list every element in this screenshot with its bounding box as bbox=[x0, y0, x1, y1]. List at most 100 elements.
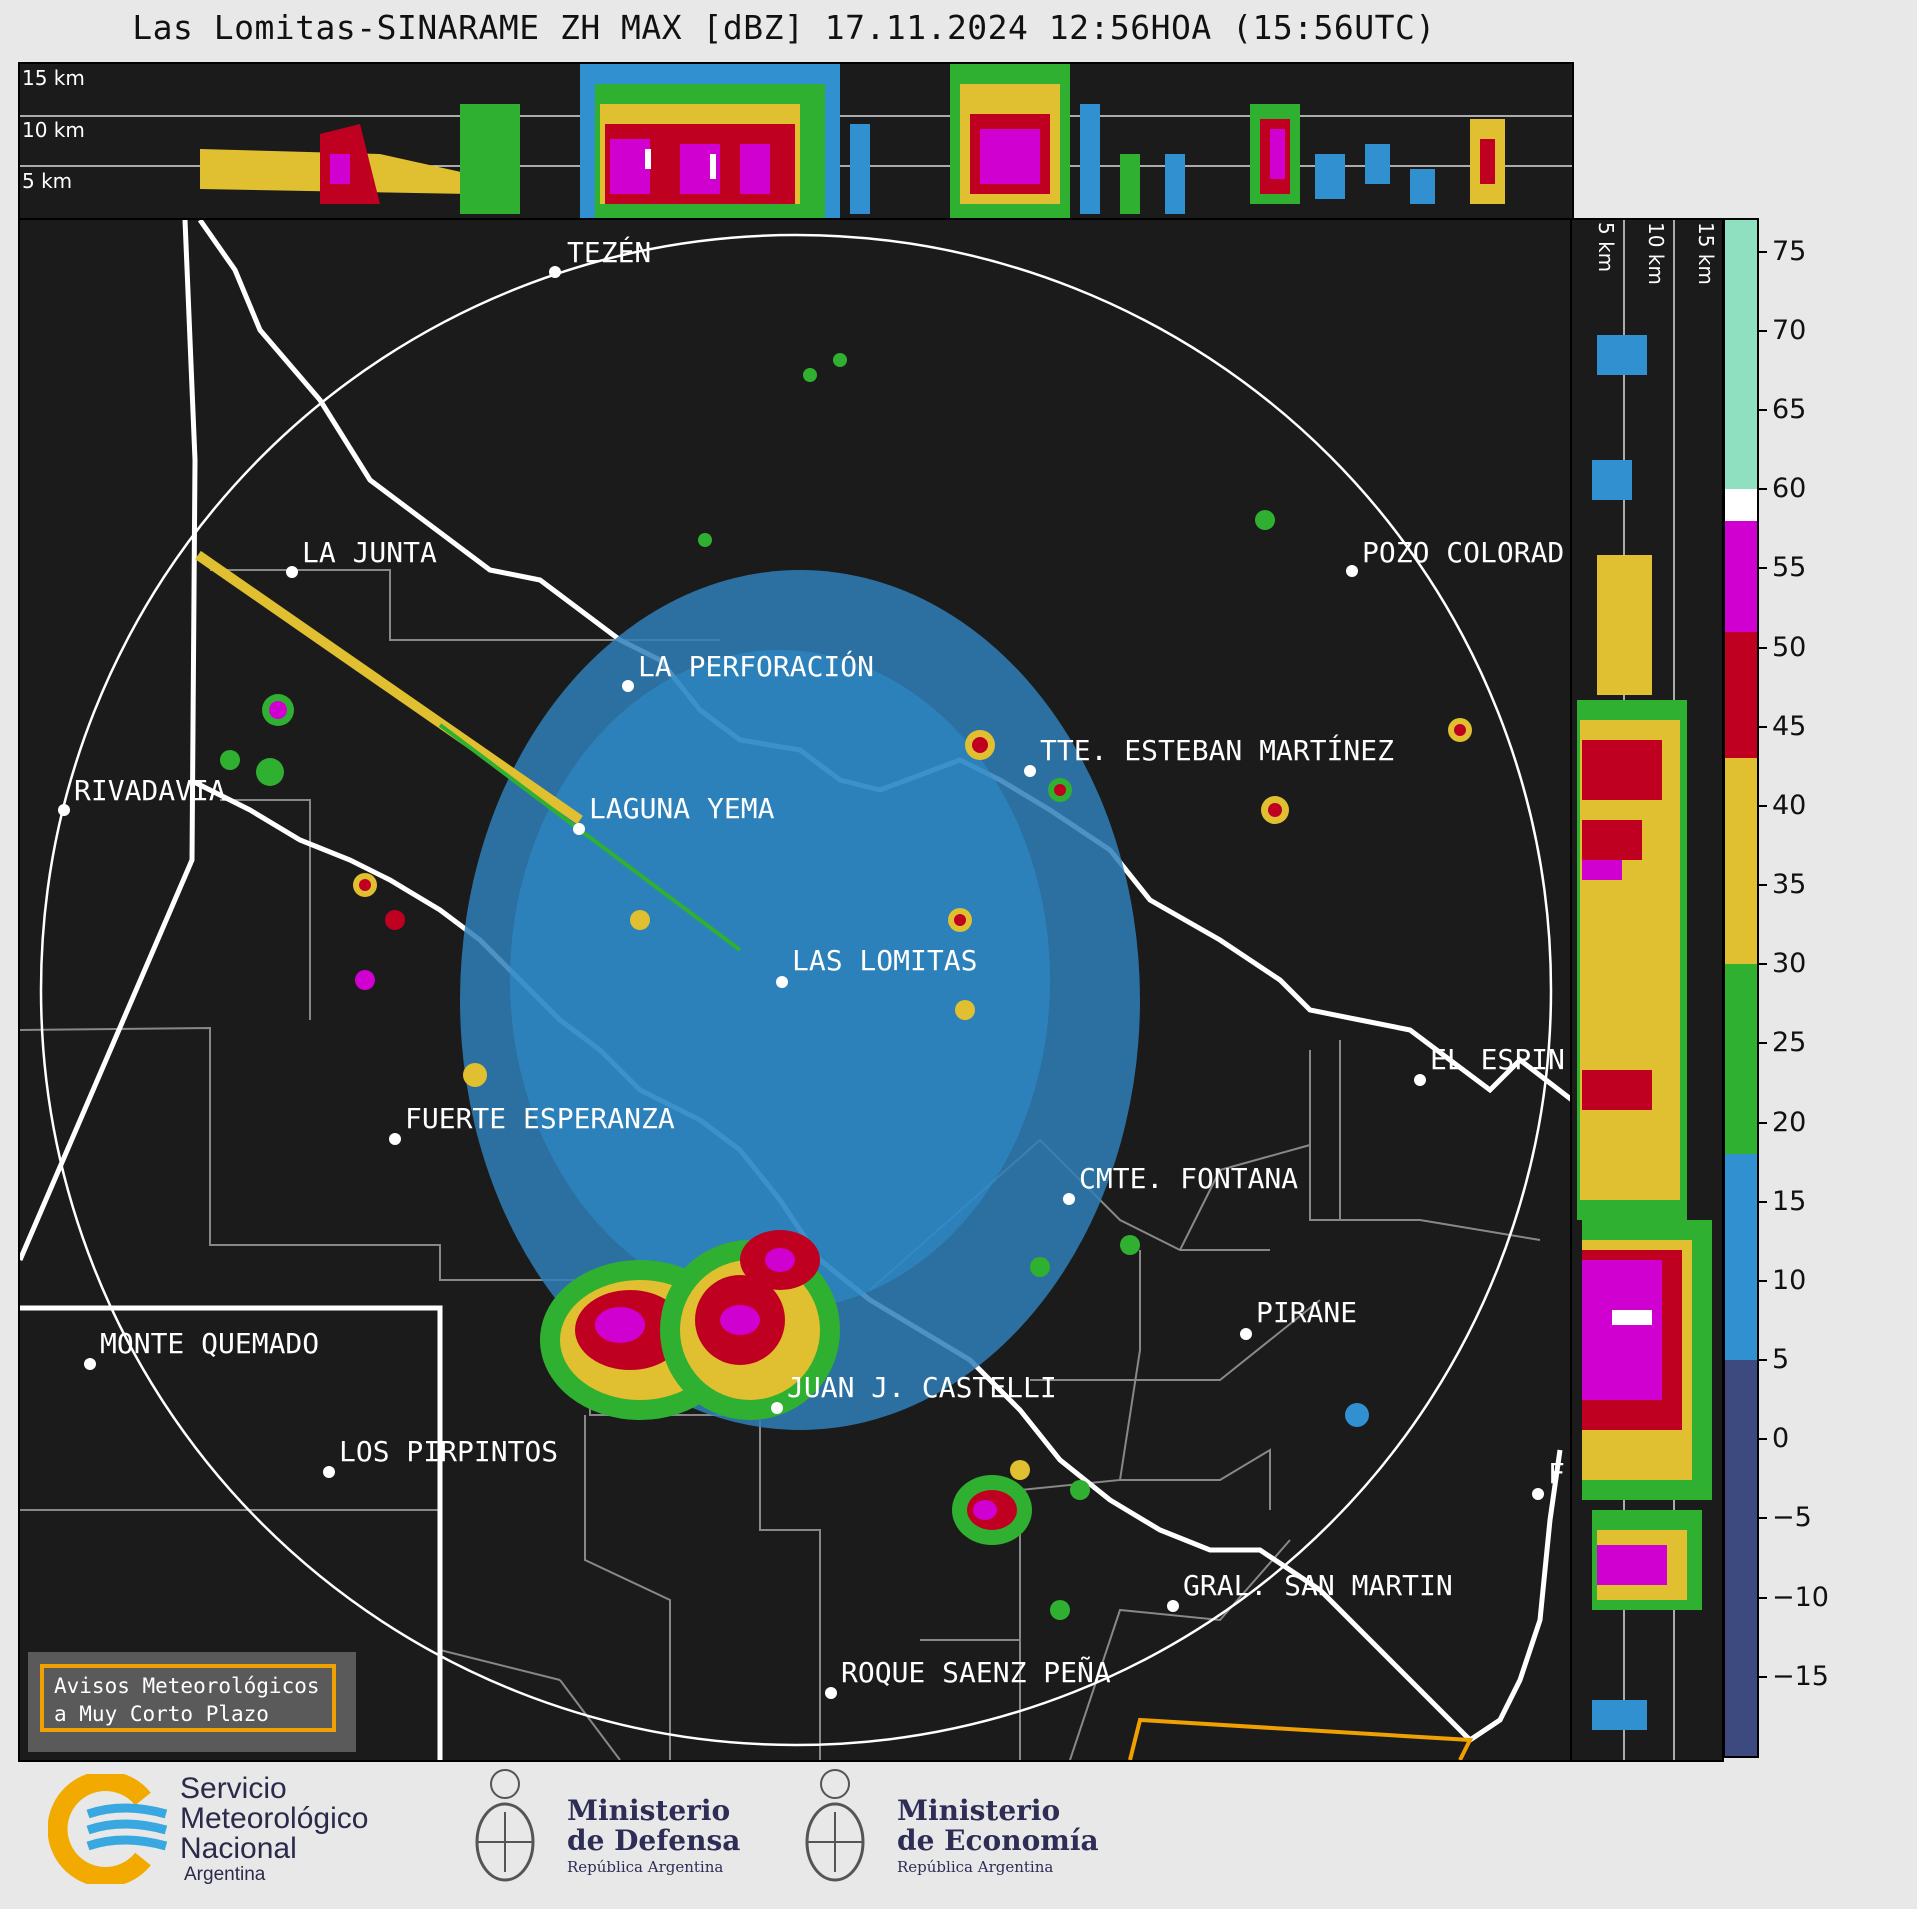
echo-peak bbox=[645, 149, 651, 169]
colorbar-tick bbox=[1759, 1517, 1767, 1520]
smn-logo-text: Servicio Meteorológico Nacional bbox=[180, 1774, 368, 1864]
defensa-coat-of-arms-icon bbox=[470, 1762, 540, 1896]
economia-text: Ministerio de Economía bbox=[897, 1796, 1099, 1856]
echo-spike bbox=[195, 550, 583, 825]
defensa-line-2: de Defensa bbox=[567, 1824, 741, 1857]
radar-map-svg bbox=[20, 220, 1572, 1760]
colorbar-tick-label: 55 bbox=[1772, 552, 1807, 584]
city-label-tezen: TEZÉN bbox=[567, 236, 652, 269]
colorbar-tick-label: 25 bbox=[1772, 1027, 1807, 1059]
colorbar-band bbox=[1725, 520, 1757, 632]
city-dot-edge-f bbox=[1532, 1488, 1544, 1500]
echo-spike-inner bbox=[438, 723, 742, 952]
warning-line-1: Avisos Meteorológicos bbox=[54, 1674, 320, 1698]
smn-line-2: Meteorológico bbox=[180, 1802, 369, 1835]
colorbar-tick-label: 5 bbox=[1772, 1344, 1790, 1376]
echo-cell bbox=[1315, 154, 1345, 199]
echo-cell bbox=[1080, 104, 1100, 214]
right-cross-section-svg bbox=[1577, 220, 1712, 1760]
city-label-juan-j-castelli: JUAN J. CASTELLI bbox=[787, 1371, 1057, 1404]
echo-core bbox=[1582, 860, 1622, 880]
colorbar-tick bbox=[1759, 1121, 1767, 1124]
colorbar-tick-label: −15 bbox=[1772, 1660, 1829, 1692]
echo-region bbox=[1582, 1070, 1652, 1110]
colorbar-tick-label: −5 bbox=[1772, 1502, 1812, 1534]
echo-cell bbox=[460, 104, 520, 214]
city-dot-gral-san-martin bbox=[1167, 1600, 1179, 1612]
warning-line-2: a Muy Corto Plazo bbox=[54, 1702, 269, 1726]
colorbar-tick bbox=[1759, 1042, 1767, 1045]
city-label-el-espin: EL ESPIN bbox=[1430, 1043, 1565, 1076]
top-alt-label-15: 15 km bbox=[22, 66, 85, 90]
warning-box[interactable]: Avisos Meteorológicos a Muy Corto Plazo bbox=[28, 1652, 356, 1752]
colorbar-tick-label: 35 bbox=[1772, 869, 1807, 901]
top-alt-label-10: 10 km bbox=[22, 118, 85, 142]
city-dot-monte-quemado bbox=[84, 1358, 96, 1370]
colorbar-band bbox=[1725, 489, 1757, 521]
smn-logo-icon bbox=[48, 1774, 168, 1884]
colorbar-tick bbox=[1759, 1675, 1767, 1678]
colorbar-tick bbox=[1759, 1438, 1767, 1441]
colorbar-tick-label: 75 bbox=[1772, 235, 1807, 267]
echo-cell bbox=[1592, 460, 1632, 500]
colorbar-tick bbox=[1759, 804, 1767, 807]
warning-box-inner: Avisos Meteorológicos a Muy Corto Plazo bbox=[40, 1664, 336, 1732]
colorbar-tick-label: 65 bbox=[1772, 394, 1807, 426]
city-label-los-pirpintos: LOS PIRPINTOS bbox=[339, 1435, 559, 1468]
echo-region bbox=[1582, 820, 1642, 860]
colorbar-tick bbox=[1759, 963, 1767, 966]
city-dot-laguna-yema bbox=[573, 823, 585, 835]
economia-coat-of-arms-icon bbox=[800, 1762, 870, 1896]
right-alt-label-5: 5 km bbox=[1594, 222, 1618, 273]
colorbar-band bbox=[1725, 964, 1757, 1155]
city-label-la-junta: LA JUNTA bbox=[302, 536, 437, 569]
smn-line-3: Nacional bbox=[180, 1832, 297, 1865]
colorbar-tick bbox=[1759, 1359, 1767, 1362]
colorbar-tick bbox=[1759, 329, 1767, 332]
colorbar-tick bbox=[1759, 250, 1767, 253]
right-alt-label-10: 10 km bbox=[1644, 222, 1668, 285]
defensa-line-3: República Argentina bbox=[567, 1858, 724, 1876]
city-dot-las-lomitas bbox=[776, 976, 788, 988]
radar-map-panel: TEZÉN LA JUNTA POZO COLORAD LA PERFORACI… bbox=[18, 218, 1574, 1762]
colorbar-band bbox=[1725, 631, 1757, 759]
smn-line-1: Servicio bbox=[180, 1772, 287, 1805]
colorbar-tick bbox=[1759, 567, 1767, 570]
range-ring bbox=[39, 233, 1553, 1747]
colorbar-tick-label: 50 bbox=[1772, 631, 1807, 663]
smn-line-4: Argentina bbox=[184, 1864, 266, 1885]
city-dot-roque-saenz-pena bbox=[825, 1687, 837, 1699]
city-label-roque-saenz-pena: ROQUE SAENZ PEÑA bbox=[841, 1656, 1111, 1689]
echo-core bbox=[980, 129, 1040, 184]
city-label-monte-quemado: MONTE QUEMADO bbox=[100, 1327, 320, 1360]
echo-core bbox=[610, 139, 650, 194]
echo-cell bbox=[850, 124, 870, 214]
city-label-fuerte-esperanza: FUERTE ESPERANZA bbox=[405, 1102, 675, 1135]
city-dot-tte-esteban-martinez bbox=[1024, 765, 1036, 777]
colorbar-tick-label: 10 bbox=[1772, 1264, 1807, 1296]
colorbar-tick-label: 0 bbox=[1772, 1423, 1790, 1455]
city-dot-la-perforacion bbox=[622, 680, 634, 692]
echo-core bbox=[1480, 139, 1495, 184]
top-cross-section-panel: 15 km 10 km 5 km bbox=[18, 62, 1574, 220]
city-dots bbox=[58, 266, 1544, 1699]
defensa-text: Ministerio de Defensa bbox=[567, 1796, 740, 1856]
economia-line-2: de Economía bbox=[897, 1824, 1099, 1857]
echo-cell bbox=[1120, 154, 1140, 214]
echo-core bbox=[1597, 1545, 1667, 1585]
colorbar-tick bbox=[1759, 884, 1767, 887]
top-alt-label-5: 5 km bbox=[22, 169, 73, 193]
city-dot-pozo-colorado bbox=[1346, 565, 1358, 577]
colorbar-band bbox=[1725, 1360, 1757, 1756]
colorbar-tick-label: 20 bbox=[1772, 1106, 1807, 1138]
city-label-edge-f: F bbox=[1548, 1457, 1565, 1490]
echo-region bbox=[1582, 740, 1662, 800]
echo-core bbox=[740, 144, 770, 194]
colorbar-tick bbox=[1759, 646, 1767, 649]
city-label-las-lomitas: LAS LOMITAS bbox=[792, 944, 978, 977]
echo-core bbox=[330, 154, 350, 184]
colorbar-band bbox=[1725, 1154, 1757, 1361]
scattered-cells bbox=[220, 353, 1472, 1620]
city-label-cmte-fontana: CMTE. FONTANA bbox=[1079, 1162, 1299, 1195]
colorbar-tick-label: 40 bbox=[1772, 789, 1807, 821]
